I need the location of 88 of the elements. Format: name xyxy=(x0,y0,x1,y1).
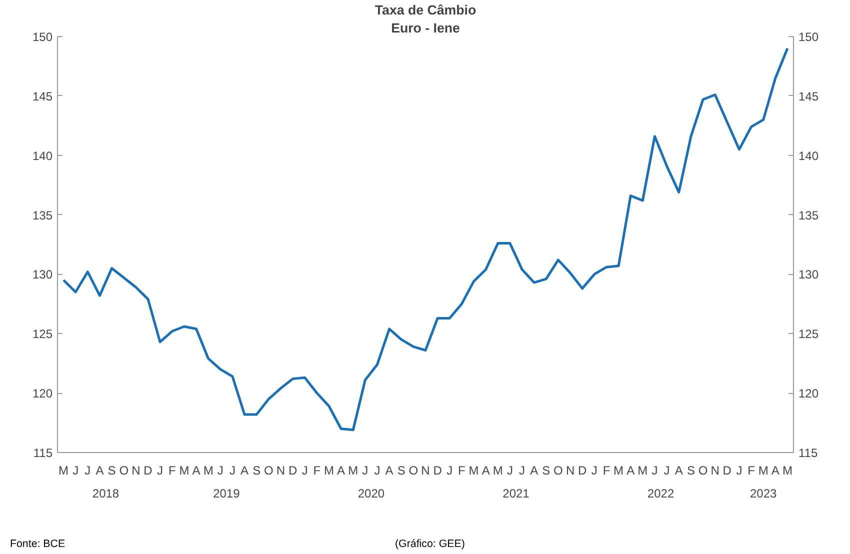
x-tick-label: N xyxy=(421,464,430,478)
y2-tick-label: 130 xyxy=(798,268,819,282)
x-tick-label: J xyxy=(591,464,598,478)
text: 2018 xyxy=(92,486,120,500)
x-tick-label: M xyxy=(58,464,69,478)
y-tick-label: 135 xyxy=(32,208,53,222)
y2-tick-label: 135 xyxy=(798,208,819,222)
x-tick-label: J xyxy=(72,464,79,478)
x-tick-label: F xyxy=(458,464,466,478)
x-tick-label: O xyxy=(554,464,563,478)
x-tick-label: O xyxy=(698,464,708,478)
x-tick-label: D xyxy=(144,464,153,478)
x-tick-label: A xyxy=(192,464,200,478)
y-tick-label: 120 xyxy=(32,386,53,401)
x-tick-label: D xyxy=(288,464,298,478)
x-tick-label: A xyxy=(530,464,538,478)
y-tick-label: 145 xyxy=(32,89,53,104)
x-tick-label: J xyxy=(446,464,453,478)
x-tick-label: J xyxy=(302,464,308,478)
y-tick-label: 140 xyxy=(32,148,53,163)
x-tick-label: F xyxy=(168,464,176,478)
chart-title: Taxa de Câmbio xyxy=(374,2,476,18)
x-tick-label: F xyxy=(313,464,321,478)
source-note: Fonte: BCE xyxy=(10,537,66,552)
x-tick-label: J xyxy=(84,464,91,478)
x-tick-label: M xyxy=(179,464,190,478)
x-tick-label: M xyxy=(782,464,792,478)
x-tick-label: J xyxy=(652,464,658,478)
x-tick-label: N xyxy=(132,464,140,478)
line-series xyxy=(62,47,789,432)
y-tick-label: 115 xyxy=(33,446,53,460)
x-tick-label: A xyxy=(385,464,394,478)
text: 2022 xyxy=(647,486,674,500)
x-tick-label: O xyxy=(264,464,274,478)
y2-tick-label: 120 xyxy=(798,386,819,401)
x-tick-label: M xyxy=(758,464,768,478)
x-tick-label: J xyxy=(506,464,513,478)
x-tick-label: S xyxy=(397,464,406,478)
x-tick-label: N xyxy=(710,464,720,478)
x-tick-label: A xyxy=(771,464,780,478)
x-tick-label: S xyxy=(686,464,695,478)
y2-tick-label: 115 xyxy=(798,446,818,460)
x-tick-label: A xyxy=(626,464,635,478)
y2-tick-label: 125 xyxy=(798,327,819,342)
text: 2023 xyxy=(750,486,778,500)
x-tick-label: A xyxy=(674,464,683,478)
x-tick-label: M xyxy=(468,464,479,478)
x-tick-label: S xyxy=(108,464,116,478)
x-tick-label: M xyxy=(614,464,624,478)
text: 2019 xyxy=(213,486,240,500)
y-tick-label: 150 xyxy=(32,30,53,44)
x-tick-label: S xyxy=(252,464,261,478)
y-tick-label: 130 xyxy=(32,268,53,282)
text: 2020 xyxy=(358,486,385,500)
x-tick-label: M xyxy=(348,464,358,478)
text: (Gráfico: GEE) xyxy=(395,537,465,552)
x-tick-label: M xyxy=(638,464,648,478)
x-tick-label: J xyxy=(157,464,164,478)
x-tick-label: J xyxy=(362,464,368,478)
y2-tick-label: 145 xyxy=(798,89,819,104)
x-tick-label: J xyxy=(217,464,224,478)
x-tick-label: M xyxy=(324,464,334,478)
x-tick-label: D xyxy=(578,464,588,478)
x-tick-label: J xyxy=(519,464,526,478)
chart-subtitle: Euro - Iene xyxy=(391,20,460,36)
x-tick-label: O xyxy=(408,464,418,478)
text: 2021 xyxy=(502,486,530,500)
x-tick-label: J xyxy=(736,464,742,478)
x-tick-label: J xyxy=(229,464,236,478)
x-tick-label: N xyxy=(276,464,286,478)
x-tick-label: O xyxy=(119,464,129,478)
x-tick-label: M xyxy=(203,464,214,478)
x-tick-label: M xyxy=(492,464,503,478)
y-tick-label: 125 xyxy=(32,327,53,342)
x-tick-label: A xyxy=(337,464,346,478)
y2-tick-label: 150 xyxy=(798,30,819,44)
x-tick-label: J xyxy=(374,464,380,478)
x-tick-label: A xyxy=(240,464,249,478)
x-tick-label: D xyxy=(433,464,442,478)
x-tick-label: N xyxy=(566,464,575,478)
x-tick-label: S xyxy=(542,464,550,478)
y2-tick-label: 140 xyxy=(798,148,819,163)
x-tick-label: F xyxy=(748,464,755,478)
x-tick-label: J xyxy=(664,464,670,478)
x-tick-label: F xyxy=(602,464,610,478)
x-tick-label: A xyxy=(96,464,104,478)
x-tick-label: A xyxy=(482,464,490,478)
x-tick-label: D xyxy=(722,464,732,478)
